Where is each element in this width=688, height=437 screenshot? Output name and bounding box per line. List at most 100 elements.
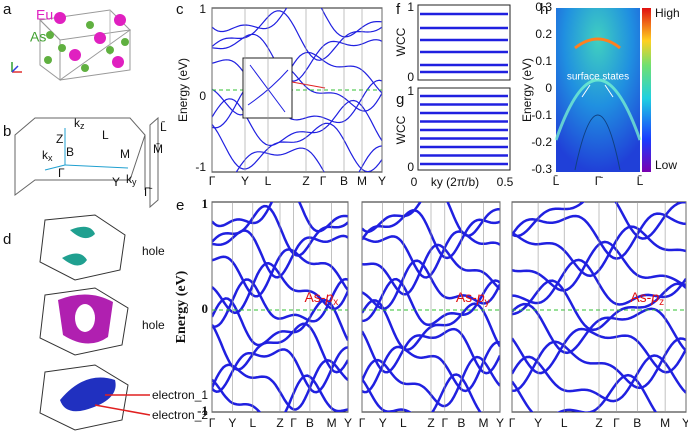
x-tick-label: Z [302, 174, 309, 188]
x-tick-label: L [249, 416, 256, 430]
y-tick-label: 0 [202, 301, 209, 316]
y-tick-label: 1 [407, 84, 414, 98]
k-point: M [120, 147, 130, 161]
panel-label: c [176, 1, 184, 18]
k-point: Γ [58, 166, 65, 180]
surface-state [574, 37, 621, 50]
orbital-sub: x [333, 297, 338, 308]
band [362, 373, 500, 412]
annotation: electron_2 [152, 408, 208, 422]
x-tick-label: Γ [290, 416, 297, 430]
arrow [581, 84, 614, 98]
colorbar-label: Low [655, 158, 677, 172]
panel-label: g [396, 91, 404, 108]
x-tick-label: L̄ [553, 174, 560, 188]
band [212, 8, 382, 38]
wcc-frame [417, 4, 511, 81]
x-tick-label: Y [379, 416, 387, 430]
x-tick-label: L [561, 416, 568, 430]
y-tick-label: 0.3 [535, 0, 552, 14]
band [212, 33, 382, 82]
x-tick-label: M [478, 416, 488, 430]
x-tick-label: Y [241, 174, 249, 188]
orbital-name: p [476, 289, 485, 305]
band-lines [212, 202, 686, 412]
y-tick-label: 1 [199, 2, 206, 16]
band-group [212, 8, 382, 172]
colorbar [642, 8, 651, 172]
x-tick-label: Y [228, 416, 236, 430]
annotation: hole [142, 318, 165, 332]
orbital-prefix: As- [456, 289, 477, 305]
band [212, 64, 382, 116]
x-tick-label: Z [595, 416, 602, 430]
band [512, 202, 686, 240]
annotation: electron_1 [152, 388, 208, 402]
axis-title: WCC [394, 27, 408, 56]
fermi-surfaces [39, 214, 151, 431]
atom-label: As [30, 29, 46, 45]
wcc-lines [420, 12, 508, 166]
inset-pointer [291, 81, 326, 89]
annotation: surface states [567, 72, 629, 83]
x-tick-label: Y [496, 416, 504, 430]
k-point: L̄ [160, 120, 167, 134]
x-tick-label: B [457, 416, 465, 430]
x-tick-label: B [633, 416, 641, 430]
crystal-structure [11, 9, 132, 81]
x-tick-label: Γ [320, 174, 327, 188]
x-tick-label: Y [534, 416, 542, 430]
band [212, 98, 382, 147]
x-tick-label: Y [682, 416, 688, 430]
band [212, 374, 348, 412]
y-tick-label: 0.1 [535, 54, 552, 68]
x-tick-label: M [660, 416, 670, 430]
y-tick-label: 0 [545, 81, 552, 95]
panel-label: d [3, 231, 11, 248]
band [212, 79, 382, 129]
axis-title: Energy (eV) [520, 58, 534, 122]
y-tick-label: -1 [197, 403, 208, 418]
orbital-label: As-pz [630, 289, 664, 308]
y-tick-label: 1 [407, 0, 414, 14]
x-tick-label: 0 [411, 175, 418, 189]
panel-label: a [3, 1, 12, 18]
k-point: L [102, 128, 109, 142]
y-tick-label: -1 [195, 160, 206, 174]
x-tick-label: Γ [613, 416, 620, 430]
band [212, 122, 382, 172]
orbital-label: As-px [304, 289, 338, 308]
x-tick-label: Γ [209, 174, 216, 188]
k-point: Y [112, 175, 120, 189]
x-tick-label: L [400, 416, 407, 430]
axis-label: ky [126, 172, 137, 187]
surface-spectrum [556, 8, 640, 172]
panel-label: b [3, 123, 11, 140]
x-tick-label: M [327, 416, 337, 430]
x-tick-label: B [340, 174, 348, 188]
orbital-name: p [650, 289, 659, 305]
x-tick-label: Γ [509, 416, 516, 430]
x-tick-label: L̄ [637, 174, 644, 188]
atom-label: Eu [36, 7, 53, 23]
band [212, 51, 382, 100]
orbital-prefix: As- [304, 289, 325, 305]
x-tick-label: 0.5 [497, 175, 514, 189]
y-tick-label: -0.1 [531, 108, 552, 122]
orbital-sub: z [659, 297, 664, 308]
x-tick-label: Γ [209, 416, 216, 430]
surface-state [574, 114, 621, 171]
y-tick-label: 0.2 [535, 27, 552, 41]
x-tick-label: Y [378, 174, 386, 188]
axis-title: ky (2π/b) [431, 175, 479, 189]
y-tick-label: -0.2 [531, 135, 552, 149]
y-tick-label: -0.3 [531, 162, 552, 176]
k-point: M̄ [153, 142, 163, 156]
x-tick-label: Γ [359, 416, 366, 430]
k-point: Γ̄ [144, 185, 153, 199]
orbital-sub: y [485, 297, 490, 308]
orbital-prefix: As- [630, 289, 651, 305]
brillouin-zone [14, 116, 159, 209]
x-tick-label: Y [344, 416, 352, 430]
